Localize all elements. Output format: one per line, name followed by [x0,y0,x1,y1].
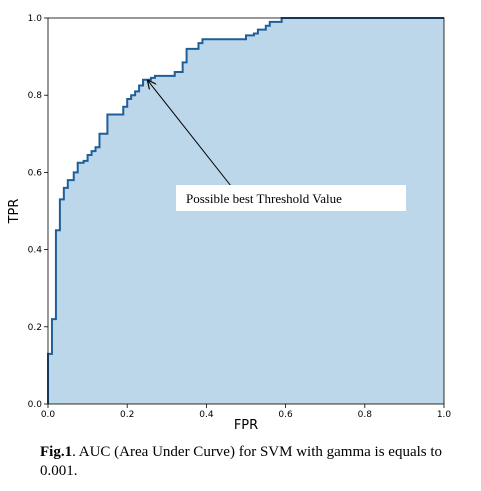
x-tick-label: 1.0 [437,410,452,420]
roc-curve-line [47,17,444,404]
annotation-text: Possible best Threshold Value [186,191,342,206]
y-axis-label: TPR [7,199,22,225]
plot-frame [47,17,445,405]
y-tick-label: 0.6 [28,168,43,178]
y-tick-label: 0.2 [28,323,42,333]
annotation-box [176,185,406,211]
axis-ticks: 0.0 0.2 0.4 0.6 0.8 1.0 0.0 0.2 0.4 0.6 0.8 1.0 [28,14,452,420]
x-tick-label: 0.2 [120,410,134,420]
x-axis-label: FPR [234,418,258,430]
x-tick-label: 0.4 [199,410,214,420]
x-tick-label: 0.8 [358,410,373,420]
annotation: Possible best Threshold Value [148,81,406,211]
roc-chart: 0.0 0.2 0.4 0.6 0.8 1.0 0.0 0.2 0.4 0.6 0.8 1.0 TPR… [7,14,452,430]
y-tick-label: 0.0 [28,400,43,410]
figure-label: Fig.1 [40,444,73,460]
x-tick-label: 0.0 [41,410,56,420]
x-tick-label: 0.6 [278,410,293,420]
annotation-arrow [148,81,232,187]
y-tick-label: 1.0 [28,14,43,24]
figure-caption-text: . AUC (Area Under Curve) for SVM with ga… [40,444,443,479]
y-tick-label: 0.4 [28,246,43,256]
y-tick-label: 0.8 [28,91,43,101]
figure-caption: Fig.1. AUC (Area Under Curve) for SVM wi… [40,443,460,481]
